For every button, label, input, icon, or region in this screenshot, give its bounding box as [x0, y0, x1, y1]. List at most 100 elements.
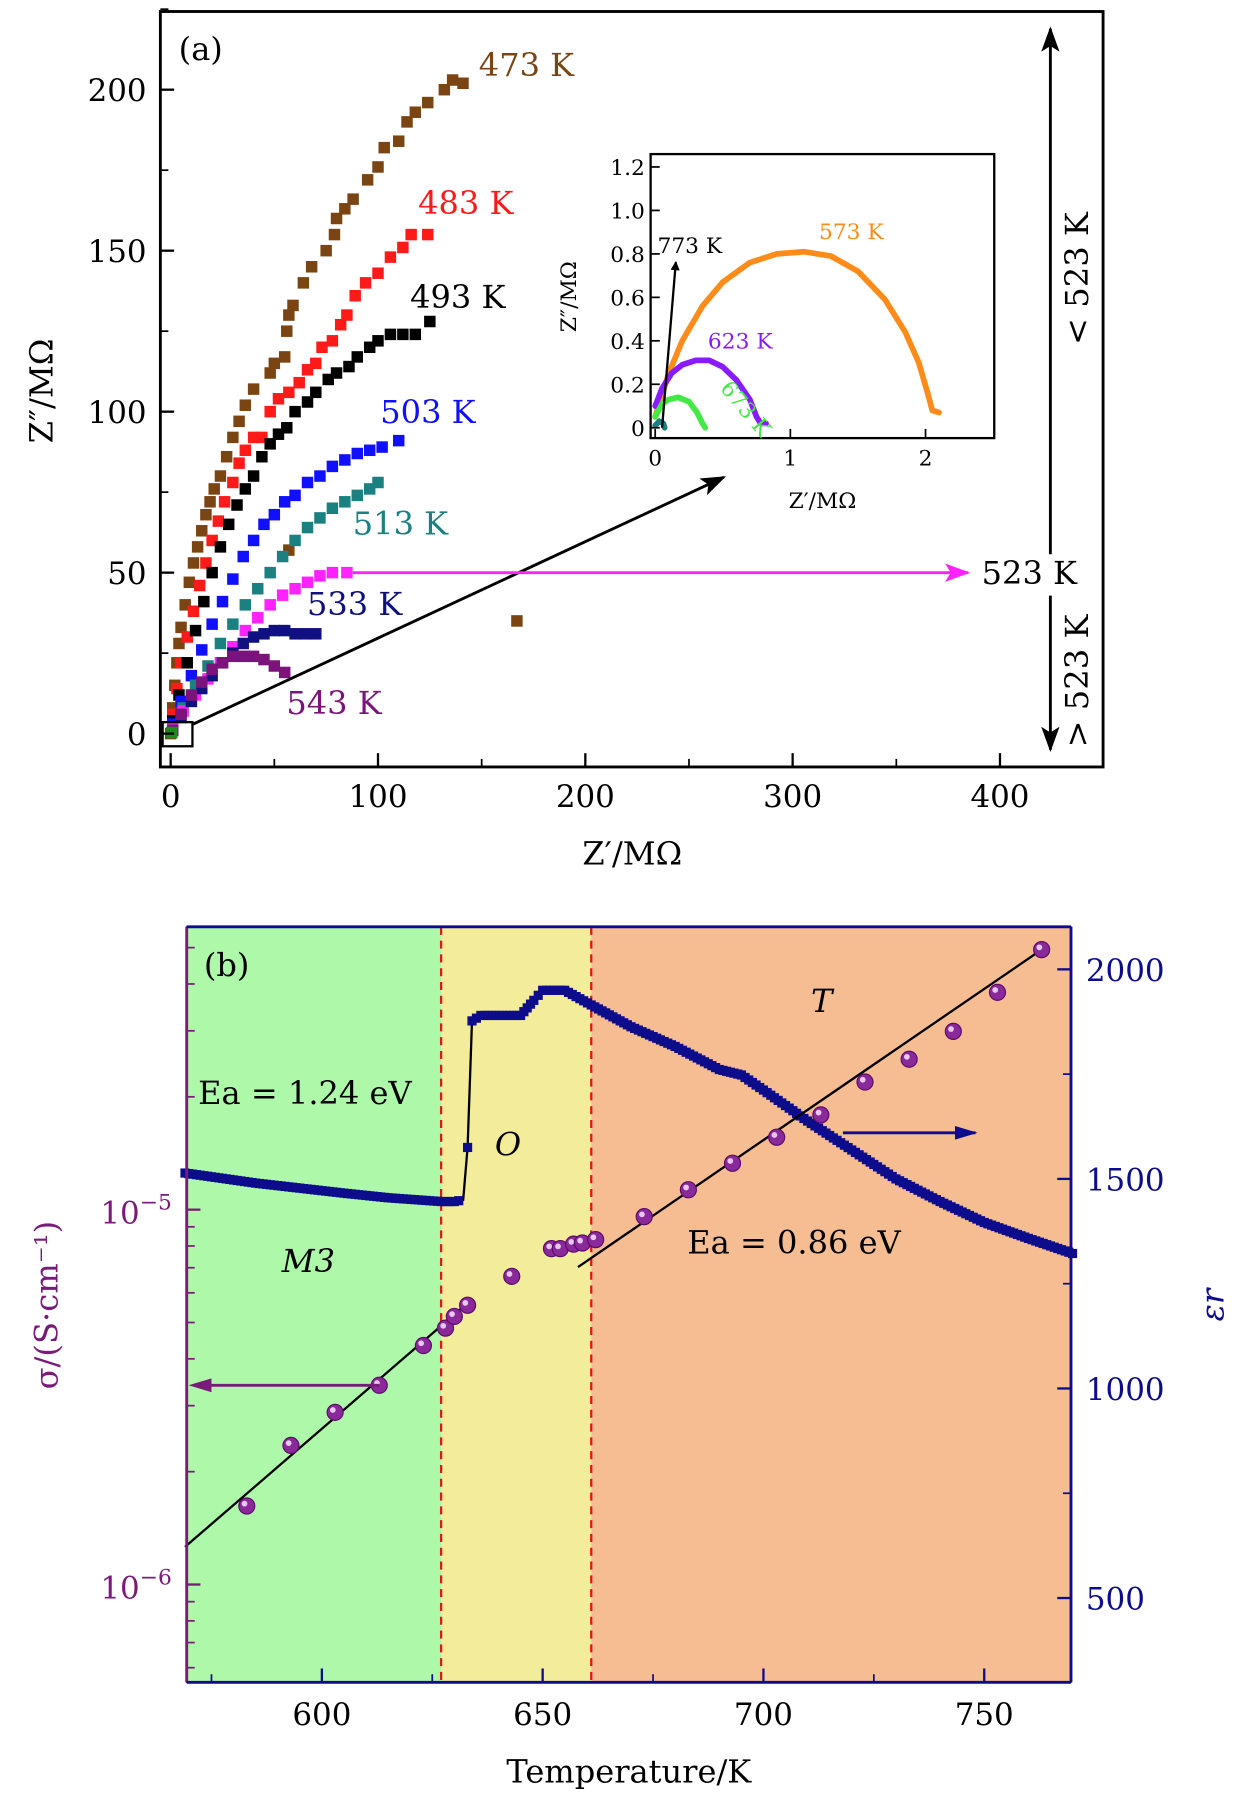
point-533K: [268, 624, 281, 637]
point-473K: [264, 367, 276, 379]
point-503K: [216, 595, 229, 608]
fit-label-high: Ea = 0.86 eV: [687, 1223, 901, 1261]
conductivity-point-highlight: [1036, 944, 1043, 951]
phase-regions: [186, 926, 1071, 1683]
point-473K: [287, 299, 299, 312]
point-503K: [363, 444, 376, 457]
point-503K: [206, 618, 218, 630]
point-483K: [349, 289, 361, 302]
right-y-tick-label: 500: [1086, 1581, 1145, 1617]
point-473K: [204, 496, 216, 508]
point-493K: [256, 450, 268, 463]
conductivity-point-highlight: [506, 1271, 513, 1277]
point-533K: [299, 628, 312, 640]
left-y-tick-label: 10−6: [100, 1565, 171, 1606]
conductivity-point-highlight: [285, 1440, 292, 1447]
point-513K: [189, 679, 202, 692]
point-503K: [185, 669, 198, 682]
point-473K: [247, 383, 260, 395]
conductivity-point: [414, 1336, 433, 1355]
conductivity-point-highlight: [577, 1237, 583, 1244]
conductivity-point-highlight: [418, 1340, 425, 1347]
y-tick-label: 100: [88, 395, 147, 431]
conductivity-point-highlight: [462, 1300, 469, 1306]
point-473K: [227, 431, 239, 444]
point-473K: [173, 637, 185, 650]
point-473K: [179, 599, 191, 611]
point-493K: [372, 335, 384, 347]
point-543K: [237, 650, 249, 663]
conductivity-point: [445, 1307, 463, 1326]
point-523K: [289, 582, 301, 595]
point-543K: [196, 676, 208, 688]
series-label-473: 473 K: [479, 46, 575, 84]
conductivity-point-highlight: [992, 987, 999, 993]
point-543K: [258, 653, 270, 666]
panel-b-series: [180, 940, 1078, 1548]
point-483K: [181, 631, 193, 643]
point-483K: [405, 228, 417, 241]
panel-a-frame: [158, 10, 1105, 769]
inset-ylabel: Z″/MΩ: [557, 261, 582, 332]
point-493K: [214, 541, 227, 553]
point-473K: [320, 244, 332, 257]
point-473K: [446, 74, 459, 86]
point-483K: [193, 579, 206, 592]
point-483K: [167, 708, 179, 721]
point-473K: [361, 174, 374, 186]
inset-y-tick-label: 1.0: [610, 199, 645, 224]
point-473K: [401, 116, 413, 128]
point-513K: [252, 582, 264, 595]
point-513K: [264, 566, 276, 579]
point-473K: [187, 557, 200, 569]
point-483K: [397, 241, 409, 254]
point-473K: [409, 106, 422, 118]
point-473K: [183, 576, 196, 589]
point-503K: [237, 550, 249, 563]
point-523K: [252, 611, 264, 624]
point-483K: [218, 496, 231, 508]
point-483K: [256, 431, 268, 444]
x-tick-label: 700: [734, 1697, 793, 1733]
conductivity-point-highlight: [590, 1234, 597, 1241]
point-483K: [422, 228, 434, 241]
point-473K: [511, 615, 523, 627]
conductivity-point: [587, 1230, 605, 1249]
point-493K: [424, 315, 436, 328]
point-483K: [239, 444, 252, 457]
point-493K: [409, 328, 422, 341]
point-533K: [196, 682, 208, 695]
x-tick-label: 200: [556, 779, 615, 815]
point-473K: [305, 261, 318, 273]
point-473K: [393, 135, 405, 147]
point-533K: [289, 628, 301, 640]
permittivity-point: [533, 990, 543, 1000]
inset-y-tick-label: 0.6: [610, 286, 645, 311]
inset-background: [650, 154, 995, 439]
point-473K: [378, 141, 390, 154]
point-503K: [376, 441, 388, 453]
conductivity-point: [459, 1296, 477, 1314]
conductivity-point: [723, 1154, 742, 1172]
series-label-533: 533 K: [307, 585, 403, 623]
point-493K: [231, 499, 243, 511]
conductivity-point-highlight: [948, 1026, 954, 1032]
point-473K: [208, 483, 220, 495]
point-513K: [372, 476, 384, 489]
point-533K: [310, 628, 322, 640]
x-tick-label: 0: [161, 779, 181, 815]
point-493K: [301, 396, 314, 408]
y-tick-label: 50: [107, 556, 146, 592]
point-493K: [330, 367, 343, 379]
point-483K: [372, 267, 384, 279]
x-tick-label: 750: [955, 1697, 1014, 1733]
point-513K: [351, 489, 363, 502]
point-493K: [343, 360, 355, 373]
point-473K: [214, 470, 227, 482]
fit-label-low: Ea = 1.24 eV: [198, 1074, 412, 1112]
panel-a-ylabel: Z″/MΩ: [23, 339, 61, 444]
conductivity-point: [900, 1050, 918, 1068]
right-y-tick-label: 1500: [1086, 1162, 1165, 1198]
point-503K: [301, 476, 314, 489]
